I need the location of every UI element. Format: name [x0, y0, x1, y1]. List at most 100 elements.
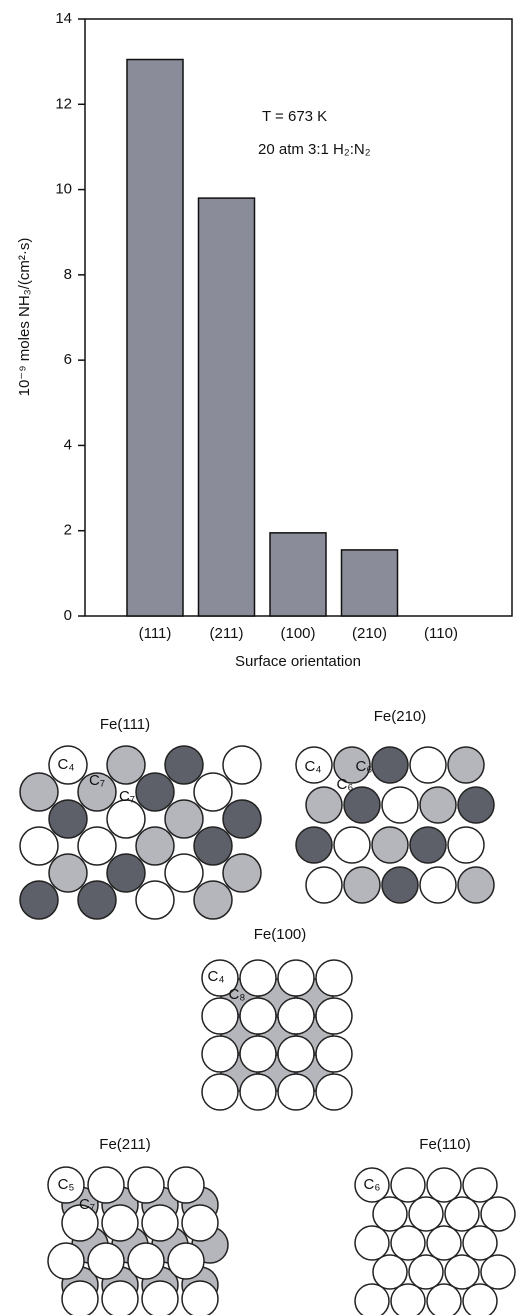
- atom: [409, 1255, 443, 1289]
- atom: [448, 747, 484, 783]
- atom-label: C₄: [208, 968, 225, 985]
- bar: [270, 533, 326, 616]
- atom-label: C₇: [119, 788, 135, 805]
- atom: [427, 1168, 461, 1202]
- atom: [278, 1036, 314, 1072]
- y-tick-label: 12: [55, 95, 72, 112]
- atom: [344, 867, 380, 903]
- x-tick-label: (210): [352, 625, 387, 642]
- atom: [223, 746, 261, 784]
- atom: [306, 867, 342, 903]
- atom: [107, 746, 145, 784]
- atom: [463, 1226, 497, 1260]
- atom: [240, 998, 276, 1034]
- atom: [142, 1205, 178, 1241]
- atom: [136, 881, 174, 919]
- diagram-title: Fe(211): [99, 1136, 150, 1153]
- atom: [445, 1255, 479, 1289]
- y-tick-label: 2: [64, 522, 72, 539]
- atom: [316, 1074, 352, 1110]
- atom: [78, 827, 116, 865]
- atom: [420, 787, 456, 823]
- atom: [107, 854, 145, 892]
- atom: [49, 800, 87, 838]
- atom: [278, 1074, 314, 1110]
- atom: [223, 800, 261, 838]
- atom: [382, 867, 418, 903]
- atom: [373, 1197, 407, 1231]
- atom: [142, 1281, 178, 1315]
- atom: [107, 800, 145, 838]
- atom: [372, 827, 408, 863]
- atom: [391, 1226, 425, 1260]
- atom: [20, 773, 58, 811]
- atom: [20, 881, 58, 919]
- atom: [391, 1284, 425, 1315]
- atom: [168, 1167, 204, 1203]
- y-tick-label: 0: [64, 607, 72, 624]
- bar: [199, 198, 255, 616]
- atom: [202, 1074, 238, 1110]
- x-axis-label: Surface orientation: [235, 653, 361, 670]
- atom: [165, 800, 203, 838]
- diagram-title: Fe(111): [100, 716, 150, 733]
- atom: [278, 998, 314, 1034]
- atom: [316, 1036, 352, 1072]
- atom: [355, 1284, 389, 1315]
- atom: [391, 1168, 425, 1202]
- atom: [49, 854, 87, 892]
- atom: [296, 827, 332, 863]
- atom: [102, 1205, 138, 1241]
- atom: [240, 1074, 276, 1110]
- atom: [481, 1255, 515, 1289]
- atom: [165, 854, 203, 892]
- atom: [316, 998, 352, 1034]
- atom-label: C₇: [79, 1196, 95, 1213]
- atom: [463, 1284, 497, 1315]
- y-tick-label: 6: [64, 351, 72, 368]
- atom: [62, 1281, 98, 1315]
- atom: [102, 1281, 138, 1315]
- y-axis-label: 10⁻⁹ moles NH₃/(cm²·s): [16, 238, 33, 397]
- atom: [463, 1168, 497, 1202]
- y-tick-label: 8: [64, 266, 72, 283]
- bar: [342, 550, 398, 616]
- annotation: 20 atm 3:1 H₂:N₂: [258, 141, 371, 158]
- atom: [194, 881, 232, 919]
- atom: [194, 827, 232, 865]
- atom: [334, 827, 370, 863]
- atom: [168, 1243, 204, 1279]
- atom: [202, 1036, 238, 1072]
- atom: [316, 960, 352, 996]
- atom: [481, 1197, 515, 1231]
- y-tick-label: 10: [55, 181, 72, 198]
- atom: [445, 1197, 479, 1231]
- atom: [372, 747, 408, 783]
- figure: 10⁻⁹ moles NH₃/(cm²·s) Surface orientati…: [0, 0, 516, 1315]
- atom: [165, 746, 203, 784]
- x-tick-label: (111): [139, 625, 172, 642]
- atom: [458, 867, 494, 903]
- annotation: T = 673 K: [262, 108, 327, 125]
- atom-label: C₄: [305, 758, 322, 775]
- atom: [20, 827, 58, 865]
- atom: [420, 867, 456, 903]
- atom: [382, 787, 418, 823]
- atom-label: C₆: [364, 1176, 381, 1193]
- x-tick-label: (110): [424, 625, 458, 642]
- atom: [128, 1243, 164, 1279]
- atom: [182, 1205, 218, 1241]
- atom: [202, 998, 238, 1034]
- atom: [278, 960, 314, 996]
- atom: [194, 773, 232, 811]
- x-tick-label: (211): [210, 625, 244, 642]
- atom: [48, 1243, 84, 1279]
- atom: [410, 747, 446, 783]
- atom: [240, 1036, 276, 1072]
- atom: [128, 1167, 164, 1203]
- atom: [88, 1243, 124, 1279]
- atom-label: C₅: [58, 1176, 75, 1193]
- y-tick-label: 4: [64, 436, 72, 453]
- atom: [409, 1197, 443, 1231]
- atom: [373, 1255, 407, 1289]
